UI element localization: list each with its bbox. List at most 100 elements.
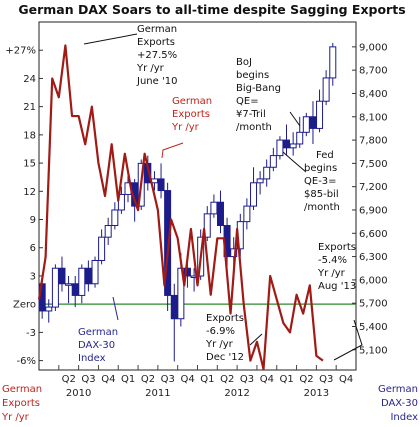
annotation-boj: BoJ begins Big-Bang QE= ¥7-Tril /month: [236, 57, 301, 133]
candle-body: [111, 209, 119, 227]
annotation-line: German: [137, 24, 177, 35]
candle-body: [329, 46, 337, 79]
candle-body: [65, 283, 73, 286]
candle-body: [276, 139, 284, 157]
annotation-line: Big-Bang: [236, 83, 281, 94]
right-axis-label: German DAX-30 Index: [378, 384, 418, 423]
candle-body: [210, 201, 218, 215]
annotation-exports-peak: German Exports +27.5% Yr /yr June '10: [83, 24, 177, 87]
right-tick-label: 6,600: [359, 229, 388, 240]
grid: [58, 365, 337, 370]
x-tick-label: Q2: [220, 374, 234, 385]
left-tick-label: 24: [23, 74, 36, 85]
left-tick-label: -6%: [17, 356, 36, 367]
annotation-dax-label: German DAX-30 Index: [78, 296, 119, 364]
candle-body: [45, 306, 53, 312]
annotation-line: ¥7-Tril: [236, 109, 266, 120]
annotation-line: begins: [236, 70, 269, 81]
annotation-line: begins: [304, 163, 337, 174]
right-tick-label: 7,500: [359, 159, 388, 170]
annotation-line: Yr /yr: [171, 122, 200, 133]
x-tick-label: Q1: [121, 374, 135, 385]
x-tick-label: Q3: [161, 374, 175, 385]
annotation-line: Yr /yr: [205, 339, 234, 350]
annotation-line: QE-3=: [304, 176, 337, 187]
annotation-leader: [161, 142, 184, 159]
annotation-line: DAX-30: [78, 340, 115, 351]
annotation-line: -5.4%: [318, 255, 347, 266]
annotation-leader: [249, 333, 263, 346]
annotation-line: $85-bil: [304, 189, 339, 200]
annotation-line: German: [172, 96, 212, 107]
x-tick-label: Q2: [299, 374, 313, 385]
candle-body: [282, 139, 290, 149]
candle-body: [58, 267, 66, 285]
candle-body: [230, 248, 238, 258]
left-tick-label: 21: [23, 102, 36, 113]
annotation-line: Exports: [172, 109, 210, 120]
x-tick-label: Q1: [200, 374, 214, 385]
annotation-line: Dec '12: [206, 352, 244, 363]
candle-body: [183, 267, 191, 277]
candle-body: [71, 283, 79, 296]
right-tick-label: 5,100: [359, 345, 388, 356]
annotation-line: Exports: [137, 37, 175, 48]
annotation-exports-label: German Exports Yr /yr: [161, 96, 212, 159]
candle-body: [302, 116, 310, 133]
candle-body: [256, 178, 264, 184]
right-tick-label: 5,400: [359, 322, 388, 333]
right-tick-label: 7,800: [359, 136, 388, 147]
right-tick-label: 9,000: [359, 42, 388, 53]
candle-body: [84, 267, 92, 285]
candle-body: [164, 190, 172, 296]
annotation-line: Aug '13: [318, 281, 356, 292]
right-axis-label-line: German: [378, 384, 418, 395]
annotation-line: Index: [78, 353, 106, 364]
right-tick-label: 5,700: [359, 299, 388, 310]
x-year-label: 2013: [304, 388, 329, 399]
x-tick-label: Q1: [280, 374, 294, 385]
candle-body: [157, 178, 165, 192]
candle-body: [203, 213, 211, 238]
annotation-leader: [112, 296, 119, 321]
left-tick-label: 3: [30, 271, 36, 282]
left-axis-ticks: +27% 24 21 18 15 12 9 6 3 Zero -3 -6%: [5, 46, 43, 367]
candle-body: [78, 267, 86, 296]
annotation-line: June '10: [136, 76, 177, 87]
candle-body: [263, 166, 271, 180]
annotation-line: +27.5%: [137, 50, 177, 61]
candle-body: [51, 267, 59, 308]
annotation-line: Yr /yr: [136, 63, 165, 74]
annotation-line: German: [78, 327, 118, 338]
annotation-line: -6.9%: [206, 326, 235, 337]
right-tick-label: 8,700: [359, 66, 388, 77]
right-axis-ticks: 9,000 8,700 8,400 8,100 7,800 7,500 7,200 6,900…: [352, 42, 388, 356]
chart-title: German DAX Soars to all-time despite Sag…: [18, 2, 405, 17]
left-tick-label: 18: [23, 130, 36, 141]
left-tick-label: -3: [26, 328, 36, 339]
left-axis-label-line: German: [2, 384, 42, 395]
exports-series-line: [37, 44, 324, 371]
x-year-label: 2012: [224, 388, 249, 399]
right-tick-label: 6,900: [359, 205, 388, 216]
annotation-fed: Fed begins QE-3= $85-bil /month: [282, 150, 340, 213]
candle-body: [296, 131, 304, 145]
x-axis-ticks: Q2 Q3 Q4 Q1 Q2 Q3 Q4 Q1 Q2 Q3 Q4 Q1 Q2 Q3 Q4 2010 2011 20…: [62, 374, 354, 399]
right-axis-label-line: Index: [390, 412, 418, 423]
x-tick-label: Q3: [240, 374, 254, 385]
left-axis-label: German Exports Yr /yr: [1, 384, 42, 423]
annotation-exports-dec12: Exports -6.9% Yr /yr Dec '12: [205, 313, 263, 363]
annotation-line: BoJ: [236, 57, 252, 68]
annotation-line: Yr /yr: [317, 268, 346, 279]
candle-body: [117, 193, 125, 211]
annotation-leader: [83, 33, 138, 45]
annotation-line: Exports: [318, 242, 356, 253]
left-axis-label-line: Yr /yr: [1, 412, 30, 423]
candle-body: [250, 182, 258, 207]
candle-body: [243, 205, 251, 223]
right-tick-label: 6,000: [359, 275, 388, 286]
left-tick-label: 9: [30, 215, 36, 226]
x-tick-label: Q3: [319, 374, 333, 385]
right-tick-label: 8,100: [359, 112, 388, 123]
candle-body: [216, 201, 224, 227]
